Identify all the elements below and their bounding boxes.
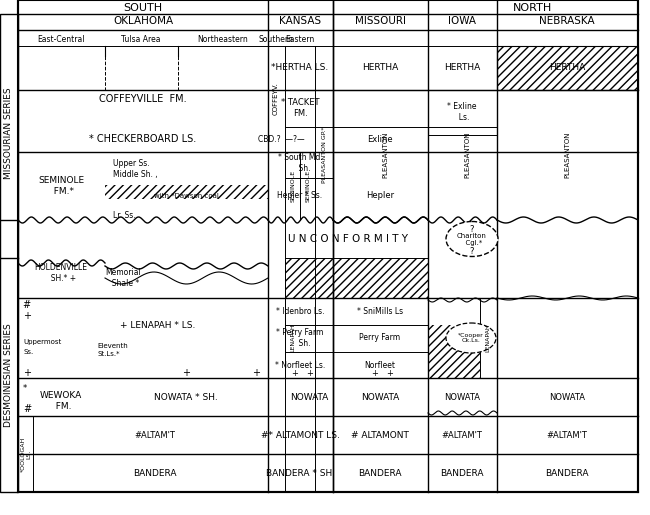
Text: NOWATA: NOWATA (444, 392, 480, 402)
Text: #: # (23, 404, 31, 414)
Text: BANDERA: BANDERA (133, 469, 177, 477)
Text: LENAPAH: LENAPAH (486, 324, 491, 352)
Text: * South Md.
    Sh.: * South Md. Sh. (278, 153, 322, 173)
Text: #ALTAM'T: #ALTAM'T (547, 431, 588, 439)
Text: #: # (22, 300, 30, 310)
Text: MISSOURIAN SERIES: MISSOURIAN SERIES (5, 87, 14, 179)
Text: Uppermost: Uppermost (23, 339, 61, 345)
Bar (285, 258, 333, 298)
Text: +: + (387, 369, 393, 377)
Text: PLEASANTON: PLEASANTON (564, 132, 570, 178)
Text: COFFEYVILLE  FM.: COFFEYVILLE FM. (99, 94, 187, 104)
Bar (428, 325, 480, 378)
Text: COFFEYV.: COFFEYV. (273, 82, 279, 115)
Text: * TACKET
FM.: * TACKET FM. (281, 98, 319, 118)
Text: PLEASANTON: PLEASANTON (382, 132, 388, 178)
Text: NEBRASKA: NEBRASKA (540, 16, 595, 26)
Text: HERTHA: HERTHA (362, 63, 398, 73)
Text: #ALTAM'T: #ALTAM'T (441, 431, 482, 439)
Text: * SniMills Ls: * SniMills Ls (357, 306, 403, 316)
Text: +: + (23, 368, 31, 378)
Text: * CHECKERBOARD LS.: * CHECKERBOARD LS. (90, 134, 196, 144)
Text: * Perry Farm
    Sh.: * Perry Farm Sh. (276, 328, 324, 348)
Text: +: + (292, 369, 298, 377)
Text: Eastern: Eastern (285, 35, 315, 43)
Bar (497, 46, 638, 90)
Bar (0, 14, 18, 492)
Text: KANSAS: KANSAS (279, 16, 321, 26)
Text: *: * (23, 384, 27, 392)
Text: Chariton
  Cgl.*: Chariton Cgl.* (457, 232, 487, 246)
Text: Hepler * Ss.: Hepler * Ss. (278, 191, 322, 199)
Text: PLEASANTON GP.*: PLEASANTON GP.* (322, 127, 326, 183)
Bar (285, 258, 333, 298)
Text: Perry Farm: Perry Farm (359, 334, 400, 342)
Text: Tulsa Area: Tulsa Area (122, 35, 161, 43)
Text: HOLDENVILLE
  SH.* +: HOLDENVILLE SH.* + (34, 263, 88, 283)
Text: NOWATA: NOWATA (549, 392, 585, 402)
Text: +: + (23, 311, 31, 321)
Text: SOUTH: SOUTH (124, 3, 162, 13)
Text: + LENAPAH * LS.: + LENAPAH * LS. (120, 320, 196, 330)
Text: IOWA: IOWA (448, 16, 476, 26)
Text: NORTH: NORTH (514, 3, 552, 13)
Text: HERTHA: HERTHA (444, 63, 480, 73)
Text: *HERTHA LS.: *HERTHA LS. (272, 63, 329, 73)
Text: * Idenbro Ls.: * Idenbro Ls. (276, 306, 324, 316)
Text: Hepler: Hepler (366, 191, 394, 199)
Text: Ss.: Ss. (23, 349, 33, 355)
Text: +: + (252, 368, 260, 378)
Text: LENAPAH: LENAPAH (291, 324, 296, 352)
Text: PLEASANTON: PLEASANTON (464, 132, 470, 178)
Text: +: + (307, 369, 313, 377)
Text: * Exline
  Ls.: * Exline Ls. (447, 102, 476, 122)
Text: Southern: Southern (259, 35, 293, 43)
Bar (333, 258, 428, 298)
Ellipse shape (446, 221, 498, 256)
Text: with *Dawson coal: with *Dawson coal (153, 193, 218, 199)
Text: OKLAHOMA: OKLAHOMA (113, 16, 173, 26)
Text: WEWOKA
  FM.: WEWOKA FM. (40, 391, 82, 410)
Text: +: + (372, 369, 378, 377)
Text: NOWATA: NOWATA (361, 392, 399, 402)
Text: MISSOURI: MISSOURI (354, 16, 406, 26)
Text: Upper Ss.: Upper Ss. (113, 159, 150, 167)
Text: #* ALTAMONT LS.: #* ALTAMONT LS. (261, 431, 339, 439)
Text: BANDERA: BANDERA (358, 469, 402, 477)
Bar (497, 46, 638, 90)
Text: CBD.?  —?—: CBD.? —?— (257, 134, 304, 144)
Text: Middle Sh. ,: Middle Sh. , (113, 170, 157, 180)
Text: *Cooper
Ck.Ls.: *Cooper Ck.Ls. (458, 333, 484, 344)
Text: SEMINOLE
  FM.*: SEMINOLE FM.* (38, 176, 84, 196)
Text: Northeastern: Northeastern (198, 35, 248, 43)
Text: Exline: Exline (367, 134, 393, 144)
Bar (105, 185, 268, 199)
Text: ?: ? (470, 247, 474, 255)
Text: SEMINOLE: SEMINOLE (306, 170, 311, 202)
Text: BANDERA: BANDERA (440, 469, 484, 477)
Text: #ALTAM'T: #ALTAM'T (135, 431, 176, 439)
Text: East-Central: East-Central (37, 35, 84, 43)
Text: BANDERA * SH.: BANDERA * SH. (265, 469, 335, 477)
Text: # ALTAMONT: # ALTAMONT (351, 431, 409, 439)
Text: Norfleet: Norfleet (365, 360, 395, 369)
Text: U N C O N F O R M I T Y: U N C O N F O R M I T Y (288, 234, 408, 244)
Text: NOWATA: NOWATA (290, 392, 328, 402)
Text: Eleventh
St.Ls.*: Eleventh St.Ls.* (97, 344, 128, 356)
Text: * Norfleet Ls.: * Norfleet Ls. (275, 360, 325, 369)
Text: *OOLOGAH
LS.: *OOLOGAH LS. (21, 436, 31, 472)
Text: Lr. Ss.: Lr. Ss. (113, 212, 136, 220)
Text: BANDERA: BANDERA (545, 469, 589, 477)
Text: ?: ? (470, 225, 474, 233)
Text: Memorial
  Shale *: Memorial Shale * (105, 268, 141, 288)
Ellipse shape (446, 323, 496, 353)
Text: SEMINOLE: SEMINOLE (291, 170, 296, 202)
Text: HERTHA: HERTHA (549, 63, 585, 73)
Text: +: + (182, 368, 190, 378)
Bar (333, 258, 428, 298)
Text: DESMOINESIAN SERIES: DESMOINESIAN SERIES (5, 323, 14, 427)
Text: NOWATA * SH.: NOWATA * SH. (154, 392, 218, 402)
